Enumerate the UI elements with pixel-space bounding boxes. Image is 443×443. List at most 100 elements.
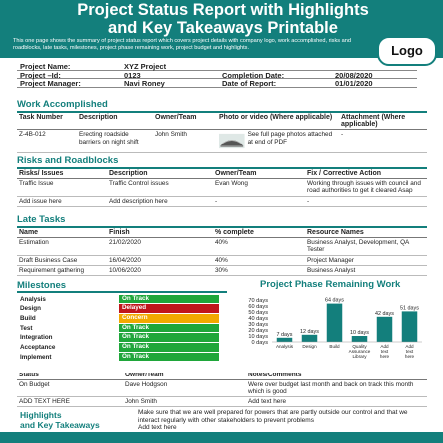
table-header-row: Task Number Description Owner/Team Photo…	[17, 113, 427, 131]
table-row: Requirement gathering 10/06/2020 30% Bus…	[17, 265, 427, 277]
column-header: Owner/Team	[153, 113, 217, 131]
milestone-name: Test	[20, 324, 33, 332]
milestone-status-badge: On Track	[119, 342, 219, 352]
table-cell: 40%	[213, 255, 305, 266]
section-divider	[17, 291, 227, 293]
category-label: Quality Assurance Library	[349, 344, 371, 359]
table-row: Estimation 21/02/2020 40% Business Analy…	[17, 237, 427, 256]
table-cell: ADD TEXT HERE	[17, 396, 123, 408]
work-table: Task Number Description Owner/Team Photo…	[17, 113, 427, 154]
project-info: Project Name: XYZ Project Project –Id: 0…	[17, 62, 417, 88]
project-manager-value: Navi Roney	[124, 79, 165, 88]
table-cell: Add issue here	[17, 196, 107, 207]
table-cell: Evan Wong	[213, 178, 305, 197]
table-row: On Budget Dave Hodgson Were over budget …	[17, 379, 427, 397]
chart-bar	[276, 337, 293, 342]
risks-title: Risks and Roadblocks	[17, 155, 119, 166]
table-cell: John Smith	[123, 396, 246, 408]
table-row: Traffic Issue Traffic Control issues Eva…	[17, 178, 427, 197]
section-divider	[17, 111, 427, 113]
table-cell: 21/02/2020	[107, 237, 213, 256]
report-description: This one page shows the summary of proje…	[13, 38, 351, 51]
table-cell: Add text here	[246, 396, 427, 408]
milestones-title: Milestones	[17, 280, 67, 291]
category-label: Add text here	[380, 344, 390, 359]
project-manager-label: Project Manager:	[20, 79, 81, 88]
report-header: Project Status Report with Highlights and…	[0, 0, 443, 58]
table-header-row: Name Finish % complete Resource Names	[17, 228, 427, 239]
project-name-label: Project Name:	[20, 62, 71, 71]
report-title: Project Status Report with Highlights and…	[77, 1, 369, 37]
table-row: Z-4B-012 Erecting roadside barriers on n…	[17, 129, 427, 154]
section-divider	[17, 167, 427, 169]
footer-bar	[0, 432, 443, 443]
chart-bar	[301, 334, 318, 342]
highlights-body: Make sure that we are well prepared for …	[138, 409, 408, 424]
column-header: Fix / Corrective Action	[305, 169, 427, 180]
bar-value-label: 12 days	[300, 329, 319, 335]
late-tasks-title: Late Tasks	[17, 214, 66, 225]
work-accomplished-section: Work Accomplished Task Number Descriptio…	[17, 99, 427, 159]
table-header-row: Risks/ Issues Description Owner/Team Fix…	[17, 169, 427, 180]
milestone-name: Analysis	[20, 295, 46, 303]
milestones-section: Milestones Analysis On Track Design Delayed…	[17, 280, 227, 362]
y-tick-label: 20 days	[248, 328, 268, 334]
table-cell: See full page photos attached at end of …	[217, 129, 339, 154]
table-cell: -	[305, 196, 427, 207]
milestone-name: Integration	[20, 334, 53, 342]
category-label: Add text here	[405, 344, 415, 359]
table-cell: -	[339, 129, 427, 154]
table-row: Add issue here Add description here - -	[17, 196, 427, 207]
completion-date-value: 20/08/2020	[335, 70, 373, 80]
table-cell: Project Manager	[305, 255, 427, 266]
table-cell: Erecting roadside barriers on night shif…	[77, 129, 153, 154]
column-header: Attachment (Where applicable)	[339, 113, 427, 131]
milestone-row: Build Concern	[17, 313, 227, 324]
column-header: Owner/Team	[123, 373, 246, 380]
bar-value-label: 10 days	[350, 330, 369, 336]
table-cell: Were over budget last month and back on …	[246, 379, 427, 397]
table-row: ADD TEXT HERE John Smith Add text here	[17, 396, 427, 408]
bar-value-label: 64 days	[325, 298, 344, 304]
table-cell: Business Analyst	[305, 265, 427, 277]
milestone-status-badge: On Track	[119, 333, 219, 342]
bar-value-label: 42 days	[375, 311, 394, 317]
milestone-status-badge: On Track	[119, 294, 219, 304]
section-divider	[17, 226, 427, 228]
category-label: Build	[329, 344, 340, 349]
milestone-status-badge: Delayed	[119, 304, 219, 313]
column-header: Risks/ Issues	[17, 169, 107, 180]
column-header: Name	[17, 228, 107, 239]
milestone-row: Implement On Track	[17, 352, 227, 363]
category-label: Design	[302, 344, 317, 349]
column-header: Status	[17, 373, 123, 380]
table-cell: 16/04/2020	[107, 255, 213, 266]
budget-section: Status Owner/Team Notes/Comments On Budg…	[17, 373, 427, 409]
project-name-value: XYZ Project	[124, 62, 167, 71]
column-header: Photo or video (Where applicable)	[217, 113, 339, 131]
highlights-title: Highlights and Key Takeaways	[20, 410, 100, 430]
y-tick-label: 50 days	[248, 310, 268, 316]
milestone-status-badge: On Track	[119, 352, 219, 362]
stadium-photo-icon	[219, 134, 245, 149]
milestone-name: Build	[20, 314, 36, 322]
table-header-row: Status Owner/Team Notes/Comments	[17, 373, 427, 380]
chart-title: Project Phase Remaining Work	[260, 279, 401, 290]
column-header: Task Number	[17, 113, 77, 131]
milestone-row: Acceptance On Track	[17, 342, 227, 353]
table-cell: Requirement gathering	[17, 265, 107, 277]
risks-table: Risks/ Issues Description Owner/Team Fix…	[17, 169, 427, 207]
work-accomplished-title: Work Accomplished	[17, 99, 108, 110]
chart-bar	[401, 311, 418, 342]
bar-value-label: 51 days	[400, 305, 419, 311]
highlights-extra: Add text here	[138, 424, 177, 432]
table-cell: 40%	[213, 237, 305, 256]
milestone-row: Analysis On Track	[17, 294, 227, 305]
table-cell: -	[213, 196, 305, 207]
table-cell: Draft Business Case	[17, 255, 107, 266]
completion-date-label: Completion Date:	[222, 70, 285, 80]
table-cell: 10/06/2020	[107, 265, 213, 277]
milestone-status-badge: On Track	[119, 323, 219, 333]
chart-bar	[326, 303, 343, 342]
